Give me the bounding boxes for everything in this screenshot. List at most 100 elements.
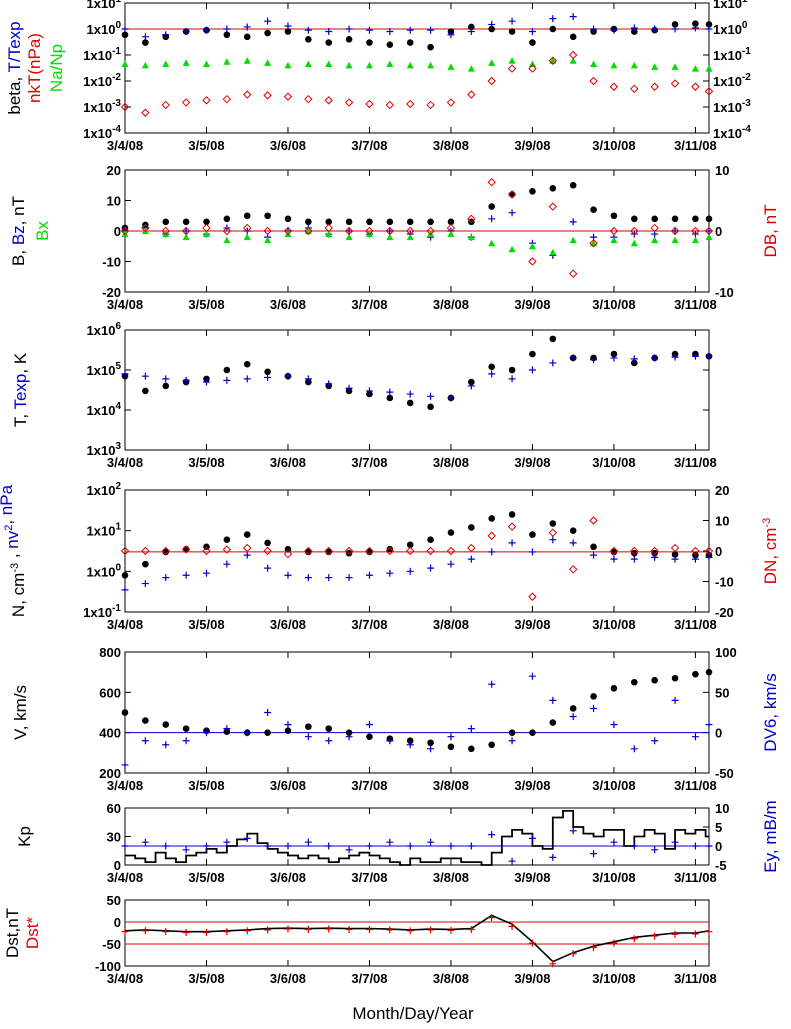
data-point xyxy=(528,939,536,947)
data-point xyxy=(447,743,455,751)
data-point xyxy=(507,522,517,531)
data-point xyxy=(488,370,496,378)
data-point xyxy=(468,378,475,386)
y-tick-label: -100 xyxy=(95,959,121,974)
data-point xyxy=(508,729,516,736)
data-point xyxy=(447,218,455,226)
data-point xyxy=(406,567,414,575)
data-point xyxy=(427,838,435,846)
x-tick-label: 3/6/08 xyxy=(270,297,306,312)
data-point xyxy=(406,226,415,236)
data-point xyxy=(447,31,455,39)
x-tick-label: 3/9/08 xyxy=(514,617,550,632)
y2-tick-label: 50 xyxy=(715,685,729,700)
data-point xyxy=(162,721,170,728)
x-tick-label: 3/8/08 xyxy=(433,870,469,885)
x-tick-label: 3/7/08 xyxy=(351,870,387,885)
data-point xyxy=(590,356,598,364)
data-point xyxy=(705,668,713,676)
data-point xyxy=(142,560,149,568)
data-point xyxy=(691,352,699,360)
y-tick-label: 1x103 xyxy=(87,441,122,458)
data-point xyxy=(182,737,190,745)
x-axis-title: Month/Day/Year xyxy=(352,1004,474,1023)
data-point xyxy=(345,733,353,741)
y2-tick-label: 0 xyxy=(715,544,722,559)
y-axis-label: V, km/s xyxy=(11,685,30,740)
data-point xyxy=(671,838,679,846)
x-tick-label: 3/8/08 xyxy=(433,297,469,312)
data-point xyxy=(610,26,618,34)
data-point xyxy=(568,50,578,60)
data-point xyxy=(162,741,170,749)
data-point xyxy=(243,33,251,41)
y2-tick-label: -10 xyxy=(715,575,734,590)
data-point xyxy=(630,24,638,32)
data-point xyxy=(223,725,231,733)
data-point xyxy=(223,928,231,936)
data-point xyxy=(243,375,251,383)
data-point xyxy=(222,94,232,104)
data-point xyxy=(508,737,516,745)
data-point xyxy=(223,215,231,223)
y2-tick-label: 20 xyxy=(715,483,729,498)
data-point xyxy=(406,541,414,549)
data-point xyxy=(568,269,578,278)
data-point xyxy=(304,574,312,582)
data-point xyxy=(651,737,659,745)
data-point xyxy=(182,929,190,937)
data-point xyxy=(202,929,210,937)
data-point xyxy=(569,527,577,534)
data-point xyxy=(386,60,394,68)
y-axis-label-2: Bx xyxy=(33,221,52,241)
data-point xyxy=(386,737,394,745)
data-point xyxy=(386,545,394,553)
data-point xyxy=(243,23,251,31)
data-point xyxy=(366,39,373,46)
data-point xyxy=(325,548,333,556)
data-point xyxy=(569,57,577,64)
data-point xyxy=(182,725,190,732)
y-tick-label: 1x100 xyxy=(87,20,122,37)
data-point xyxy=(243,551,251,559)
data-point xyxy=(365,226,374,236)
data-point xyxy=(365,387,373,395)
data-point xyxy=(223,838,231,846)
data-point xyxy=(610,61,618,69)
data-point xyxy=(264,539,271,547)
data-point xyxy=(284,372,292,380)
data-point xyxy=(488,831,496,839)
data-point xyxy=(692,670,699,678)
y2-tick-label: 10 xyxy=(715,163,729,178)
data-point xyxy=(508,539,516,547)
data-point xyxy=(631,359,638,367)
data-point xyxy=(161,226,170,236)
data-point xyxy=(325,725,333,732)
data-point xyxy=(345,925,353,933)
y-axis-label: Kp xyxy=(15,826,34,847)
data-point xyxy=(427,739,434,747)
y-tick-label: 30 xyxy=(107,830,121,845)
data-point xyxy=(569,354,577,362)
data-point xyxy=(406,218,414,226)
data-point xyxy=(610,685,618,692)
data-point xyxy=(120,546,130,556)
panel-p5 xyxy=(121,651,713,774)
data-point xyxy=(121,928,129,936)
data-point xyxy=(284,61,292,69)
data-point xyxy=(549,719,557,726)
data-point xyxy=(427,403,434,411)
data-point xyxy=(508,28,516,35)
x-tick-label: 3/11/08 xyxy=(674,617,717,632)
data-point xyxy=(447,63,455,70)
data-point xyxy=(508,191,516,198)
data-point xyxy=(549,335,557,343)
data-point xyxy=(121,709,129,716)
x-tick-label: 3/7/08 xyxy=(351,971,387,986)
data-point xyxy=(264,368,271,376)
data-point xyxy=(590,944,598,952)
data-point xyxy=(691,24,699,32)
y2-tick-label: 100 xyxy=(715,645,737,660)
data-point xyxy=(141,108,150,117)
data-point xyxy=(446,223,456,233)
